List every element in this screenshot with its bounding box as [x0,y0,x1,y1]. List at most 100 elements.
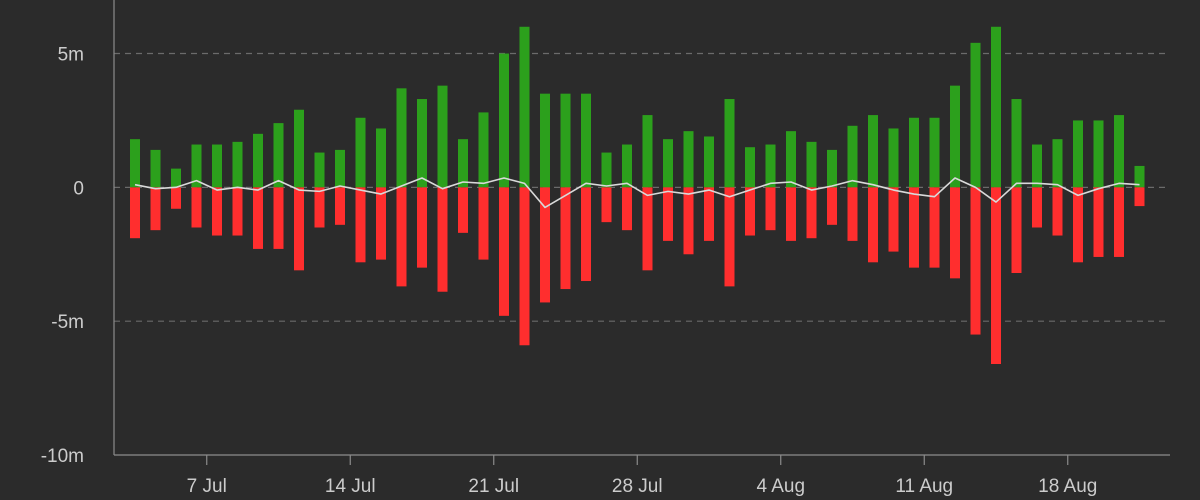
negative-bar [909,187,919,268]
negative-bar [888,187,899,252]
positive-bar [499,53,509,188]
positive-bar [950,85,960,188]
positive-bar [888,128,899,188]
positive-bar [478,112,489,188]
negative-bar [1073,187,1083,263]
negative-bar [950,187,960,279]
positive-bar [642,115,653,188]
negative-bar [1134,187,1145,207]
positive-bar [150,149,161,188]
positive-bar [294,109,304,188]
y-tick-label: 0 [73,178,84,199]
negative-bar [437,187,448,292]
negative-bar [827,187,837,225]
positive-bar [1134,165,1145,188]
positive-bar [909,117,919,188]
positive-bar [191,144,202,188]
positive-bar [786,131,796,188]
positive-bar [745,147,755,188]
negative-bar [806,187,817,239]
x-tick-label: 4 Aug [756,476,805,497]
y-tick-label: -10m [41,446,84,467]
negative-bar [499,187,509,316]
x-tick-label: 14 Jul [325,476,376,497]
negative-bar [458,187,468,233]
positive-bar [212,144,222,188]
x-tick-label: 7 Jul [187,476,227,497]
positive-bar [560,93,571,188]
positive-bar [704,136,714,188]
negative-bar [232,187,243,236]
negative-bar [1114,187,1124,257]
positive-bar [581,93,591,188]
positive-bar [724,99,735,188]
positive-bar [663,139,673,188]
negative-bar [273,187,284,249]
negative-bar [130,187,140,239]
negative-bar [1032,187,1042,228]
positive-bar [868,115,878,188]
positive-bar [458,139,468,188]
x-tick-label: 11 Aug [895,476,953,497]
positive-bar [540,93,550,188]
positive-bar [806,141,817,188]
negative-bar [622,187,632,231]
negative-bar [150,187,161,231]
positive-bar [1011,99,1022,188]
negative-bar [683,187,694,255]
negative-bar [868,187,878,263]
negative-bar [191,187,202,228]
positive-bar [171,168,181,188]
x-tick-label: 18 Aug [1038,476,1097,497]
negative-bar [929,187,940,268]
negative-bar [212,187,222,236]
positive-bar [130,139,140,188]
positive-bar [970,42,981,188]
x-tick-label: 21 Jul [468,476,519,497]
negative-bar [335,187,345,225]
negative-bar [704,187,714,241]
negative-bar [417,187,427,268]
positive-bar [1052,139,1063,188]
negative-bar [253,187,263,249]
negative-bar [786,187,796,241]
negative-bar [314,187,325,228]
positive-bar [519,26,530,188]
negative-bar [396,187,407,287]
negative-bar [581,187,591,282]
negative-bar [601,187,612,223]
positive-bar [396,88,407,188]
labels-layer: 5m 0 -5m -10m 7 Jul 14 Jul 21 Jul 28 Jul 4 Aug 11… [41,45,1098,497]
positive-bar [991,26,1001,188]
positive-bar [232,141,243,188]
positive-bar [437,85,448,188]
negative-bar [642,187,653,271]
negative-bar [745,187,755,236]
axis-layer [113,0,1170,465]
negative-bar [663,187,673,241]
positive-bar [355,117,366,188]
negative-bar [991,187,1001,364]
net-line [134,177,1140,209]
negative-bar [171,187,181,209]
negative-bar [724,187,735,287]
positive-bar [929,117,940,188]
negative-bar [1093,187,1104,257]
net-line-layer [134,177,1140,209]
positive-bar [1114,115,1124,188]
positive-bar [417,99,427,188]
positive-bar [1032,144,1042,188]
positive-bar [335,149,345,188]
positive-bar [1073,120,1083,188]
positive-bar [601,152,612,188]
positive-bar [827,149,837,188]
positive-bar [622,144,632,188]
positive-bar [314,152,325,188]
negative-bar [355,187,366,263]
positive-bar [683,131,694,188]
negative-bar [540,187,550,303]
negative-bar [560,187,571,290]
negative-bar [1011,187,1022,273]
